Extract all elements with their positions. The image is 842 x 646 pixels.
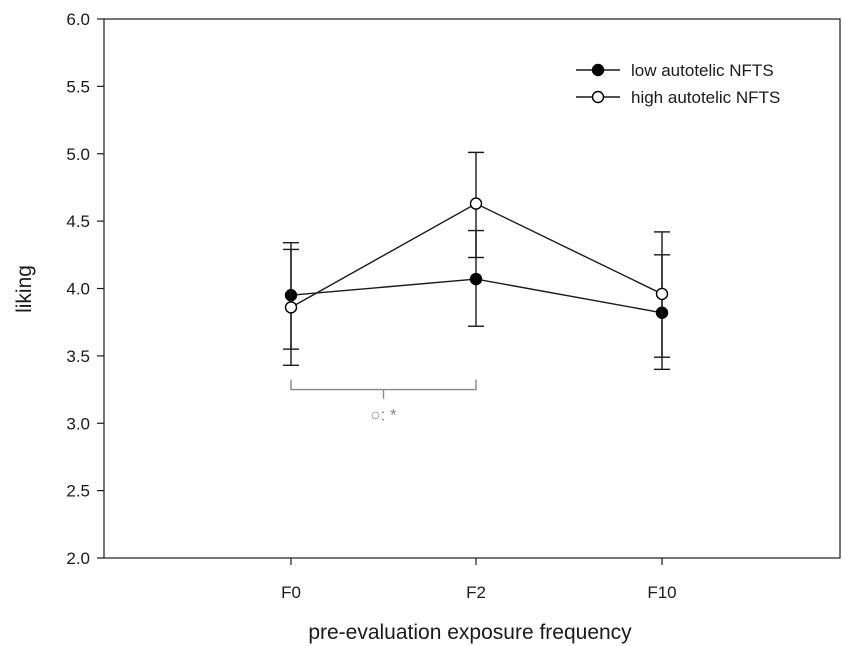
y-tick-label: 3.0: [66, 414, 90, 433]
data-point: [469, 272, 483, 286]
x-tick-label: F0: [281, 583, 301, 602]
x-tick-label: F2: [466, 583, 486, 602]
legend-label: high autotelic NFTS: [631, 88, 780, 107]
legend-label: low autotelic NFTS: [631, 61, 774, 80]
significance-label: ○: *: [370, 406, 397, 425]
y-tick-label: 5.0: [66, 145, 90, 164]
y-tick-label: 2.5: [66, 482, 90, 501]
y-tick-label: 6.0: [66, 10, 90, 29]
x-tick-label: F10: [647, 583, 676, 602]
y-tick-label: 3.5: [66, 347, 90, 366]
y-tick-label: 4.0: [66, 280, 90, 299]
legend: low autotelic NFTS high autotelic NFTS: [576, 61, 780, 107]
y-tick-label: 4.5: [66, 212, 90, 231]
series-layer: [283, 151, 670, 371]
plot-area: [103, 18, 841, 559]
x-axis-title: pre-evaluation exposure frequency: [308, 621, 632, 644]
data-point: [284, 301, 298, 314]
significance-bracket: [290, 379, 477, 399]
annotations: ○: *: [290, 379, 477, 425]
legend-marker: [591, 90, 605, 104]
y-tick-label: 2.0: [66, 549, 90, 568]
series-high-autotelic: [283, 151, 670, 367]
x-axis: F0 F2 F10: [281, 558, 677, 602]
data-point: [469, 197, 483, 210]
y-tick-label: 5.5: [66, 77, 90, 96]
y-axis: 2.0 2.5 3.0 3.5 4.0 4.5 5.0 5.5 6.0: [66, 10, 104, 568]
legend-marker: [591, 63, 605, 77]
data-point: [655, 287, 669, 301]
y-axis-title: liking: [13, 265, 36, 313]
